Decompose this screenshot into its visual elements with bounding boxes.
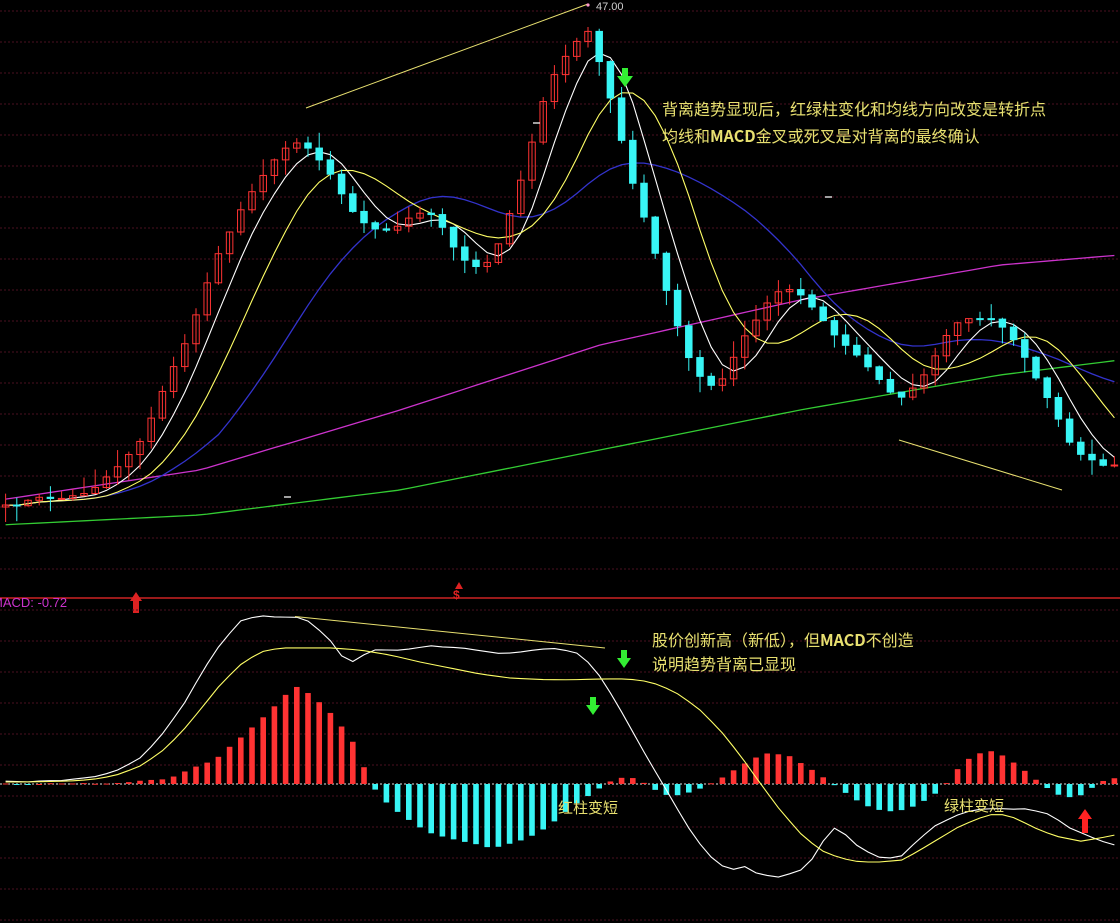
svg-text:绿柱变短: 绿柱变短	[944, 795, 1004, 816]
svg-text:红柱变短: 红柱变短	[558, 797, 618, 818]
svg-text:$: $	[453, 588, 460, 602]
svg-text:背离趋势显现后，红绿柱变化和均线方向改变是转折点: 背离趋势显现后，红绿柱变化和均线方向改变是转折点	[662, 96, 1046, 120]
svg-text:47.00: 47.00	[596, 1, 624, 13]
svg-text:股价创新高（新低），但MACD不创造: 股价创新高（新低），但MACD不创造	[652, 627, 914, 651]
svg-text:均线和MACD金叉或死叉是对背离的最终确认: 均线和MACD金叉或死叉是对背离的最终确认	[662, 123, 980, 147]
svg-text:说明趋势背离已显现: 说明趋势背离已显现	[652, 651, 796, 675]
svg-text:MACD: -0.72: MACD: -0.72	[0, 595, 67, 610]
